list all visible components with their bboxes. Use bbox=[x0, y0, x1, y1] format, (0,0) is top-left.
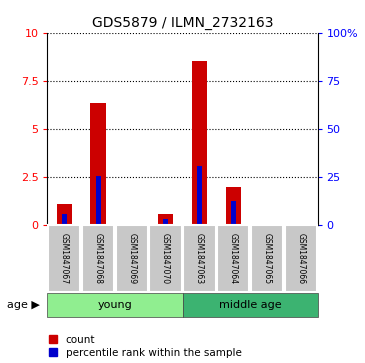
Text: young: young bbox=[97, 300, 132, 310]
Bar bbox=[264, 224, 269, 225]
Text: middle age: middle age bbox=[219, 300, 281, 310]
Text: GSM1847067: GSM1847067 bbox=[60, 233, 69, 284]
Bar bbox=[298, 224, 303, 225]
Bar bbox=[192, 61, 207, 225]
Text: GSM1847063: GSM1847063 bbox=[195, 233, 204, 284]
Bar bbox=[158, 215, 173, 225]
Bar bbox=[231, 201, 236, 225]
Bar bbox=[226, 187, 241, 225]
Text: GSM1847069: GSM1847069 bbox=[127, 233, 137, 284]
Text: GSM1847068: GSM1847068 bbox=[93, 233, 103, 284]
Bar bbox=[96, 176, 101, 225]
Bar bbox=[163, 219, 168, 225]
Text: GSM1847070: GSM1847070 bbox=[161, 233, 170, 284]
Bar bbox=[129, 224, 134, 225]
Legend: count, percentile rank within the sample: count, percentile rank within the sample bbox=[49, 335, 242, 358]
Bar bbox=[57, 204, 72, 225]
Text: GSM1847064: GSM1847064 bbox=[228, 233, 238, 284]
Text: GSM1847065: GSM1847065 bbox=[262, 233, 272, 284]
Text: age ▶: age ▶ bbox=[7, 300, 40, 310]
Text: GSM1847066: GSM1847066 bbox=[296, 233, 305, 284]
Bar bbox=[259, 224, 274, 225]
Bar bbox=[124, 224, 139, 225]
Bar bbox=[197, 166, 202, 225]
Bar bbox=[62, 215, 67, 225]
Title: GDS5879 / ILMN_2732163: GDS5879 / ILMN_2732163 bbox=[92, 16, 273, 30]
Bar bbox=[293, 224, 308, 225]
Bar bbox=[91, 103, 106, 225]
